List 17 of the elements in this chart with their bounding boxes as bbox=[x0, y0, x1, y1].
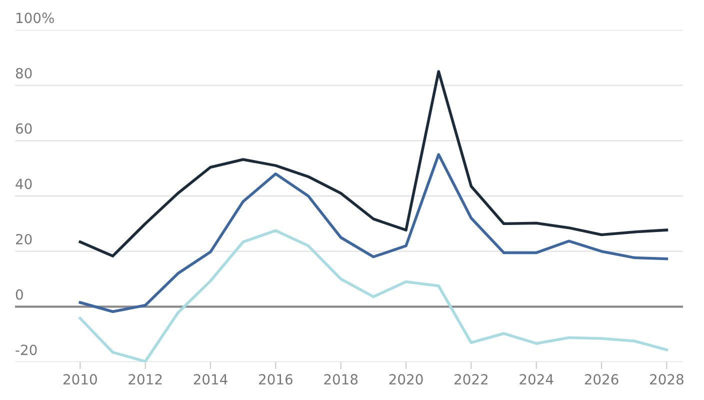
x-tick-label: 2024 bbox=[520, 374, 554, 385]
x-tick-label: 2020 bbox=[389, 374, 423, 385]
y-tick-label: 80 bbox=[16, 68, 32, 78]
x-tick-label: 2028 bbox=[650, 374, 684, 385]
x-tick-label: 2010 bbox=[64, 374, 97, 385]
x-tick-label: 2016 bbox=[259, 374, 292, 385]
x-tick-label: 2022 bbox=[454, 374, 488, 385]
y-tick-label: 20 bbox=[16, 234, 32, 244]
y-tick-label: 0 bbox=[16, 289, 23, 300]
y-tick-label: 100% bbox=[16, 12, 54, 24]
y-tick-label: -20 bbox=[16, 344, 37, 356]
x-tick-label: 2014 bbox=[194, 374, 228, 385]
y-tick-label: 40 bbox=[16, 178, 32, 190]
y-tick-label: 60 bbox=[16, 123, 32, 134]
x-tick-label: 2018 bbox=[324, 374, 358, 385]
x-tick-label: 2026 bbox=[584, 374, 618, 385]
x-tick-label: 2012 bbox=[128, 374, 162, 385]
